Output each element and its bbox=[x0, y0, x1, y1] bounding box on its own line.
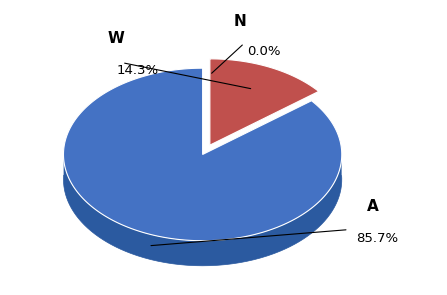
Text: N: N bbox=[233, 14, 246, 29]
Text: 0.0%: 0.0% bbox=[247, 45, 281, 58]
Polygon shape bbox=[63, 68, 342, 241]
Text: 14.3%: 14.3% bbox=[116, 64, 159, 77]
Text: 85.7%: 85.7% bbox=[356, 232, 398, 245]
Polygon shape bbox=[210, 59, 319, 145]
Text: A: A bbox=[367, 199, 379, 214]
Polygon shape bbox=[63, 150, 342, 266]
Text: W: W bbox=[108, 31, 125, 46]
